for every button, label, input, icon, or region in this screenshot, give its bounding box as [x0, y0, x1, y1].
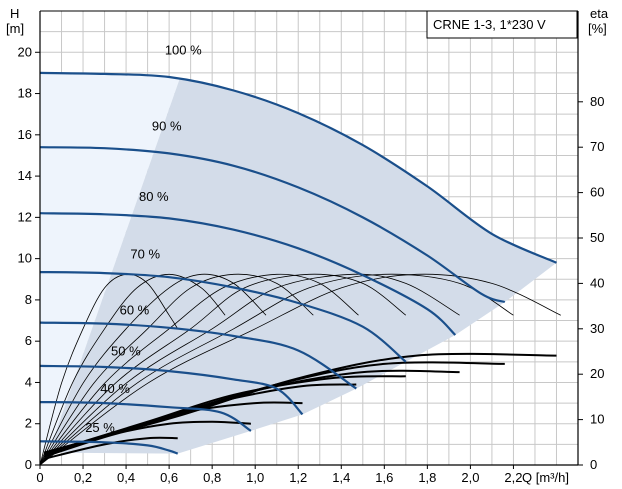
y-right-tick-label: 80	[590, 94, 604, 109]
y-right-tick-label: 70	[590, 139, 604, 154]
tick-labels: 0 2 4 6 8 10 12 14 16 18 20 0 10 20 30 40 50 60 70 80 0 0,2 0,…	[18, 44, 605, 485]
head-curve-label-3: 80 %	[139, 189, 169, 204]
x-tick-label: 0,6	[160, 470, 178, 485]
efficiency-curve-4	[39, 273, 314, 466]
y-right-tick-label: 0	[590, 457, 597, 472]
x-tick-label: 1,8	[418, 470, 436, 485]
efficiency-curves	[39, 273, 561, 466]
head-curve-label-6: 50 %	[111, 344, 141, 359]
y-left-tick-label: 10	[18, 251, 32, 266]
head-curve-5	[39, 321, 357, 390]
power-curve-1	[44, 436, 178, 460]
x-tick-label: 1,4	[332, 470, 350, 485]
efficiency-curve-5	[39, 273, 359, 466]
power-curves	[43, 352, 557, 460]
efficiency-curve-6	[39, 273, 407, 466]
head-curve-label-2: 90 %	[152, 119, 182, 134]
efficiency-curve-2	[39, 273, 226, 466]
efficiency-curve-9	[39, 273, 561, 466]
y-left-label-top: H	[10, 6, 19, 21]
y-right-tick-label: 60	[590, 185, 604, 200]
y-left-tick-label: 0	[25, 457, 32, 472]
y-right-tick-label: 10	[590, 412, 604, 427]
head-curve-4	[39, 271, 407, 363]
y-right-label-top: eta	[590, 6, 609, 21]
head-curve-label-5: 60 %	[120, 302, 150, 317]
y-right-tick-label: 50	[590, 230, 604, 245]
x-tick-label: 0,8	[203, 470, 221, 485]
head-curve-label-7: 40 %	[100, 381, 130, 396]
efficiency-curve-1	[39, 273, 179, 466]
head-curve-label-8: 25 %	[85, 420, 115, 435]
y-right-tick-label: 30	[590, 321, 604, 336]
y-left-tick-label: 16	[18, 127, 32, 142]
x-tick-label: 2,0	[461, 470, 479, 485]
y-left-tick-label: 14	[18, 168, 32, 183]
x-tick-label: 0,2	[74, 470, 92, 485]
band-light-region	[40, 72, 180, 453]
head-curve-label-1: 100 %	[165, 42, 202, 57]
y-left-tick-label: 20	[18, 44, 32, 59]
head-curve-2	[39, 146, 506, 304]
x-axis-label: Q [m³/h]	[522, 470, 569, 485]
x-tick-label: 1,6	[375, 470, 393, 485]
y-left-tick-label: 6	[25, 333, 32, 348]
y-left-tick-label: 8	[25, 292, 32, 307]
chart-title: CRNE 1-3, 1*230 V	[433, 17, 546, 32]
efficiency-curve-8	[39, 273, 514, 466]
power-curve-8	[44, 352, 557, 454]
head-curve-6	[39, 364, 304, 416]
x-tick-label: 2,2	[504, 470, 522, 485]
head-curves: 100 % 90 % 80 % 70 % 60 % 50 % 40 % 25 %	[39, 42, 557, 455]
head-curve-label-4: 70 %	[130, 247, 160, 262]
title-box	[426, 10, 578, 39]
x-tick-label: 0	[36, 470, 43, 485]
x-tick-label: 1,2	[289, 470, 307, 485]
y-left-tick-label: 4	[25, 374, 32, 389]
head-curve-7	[39, 401, 252, 432]
x-tick-label: 0,4	[117, 470, 135, 485]
y-right-label-unit: [%]	[588, 21, 607, 36]
y-right-tick-label: 40	[590, 275, 604, 290]
y-left-tick-label: 18	[18, 86, 32, 101]
head-curve-8	[39, 440, 179, 455]
head-curve-3	[39, 212, 457, 336]
efficiency-curve-7	[39, 273, 460, 466]
x-tick-label: 1,0	[246, 470, 264, 485]
y-right-tick-label: 20	[590, 366, 604, 381]
y-left-label-unit: [m]	[6, 21, 24, 36]
y-left-tick-label: 12	[18, 209, 32, 224]
y-left-tick-label: 2	[25, 416, 32, 431]
head-curve-1	[39, 71, 557, 264]
